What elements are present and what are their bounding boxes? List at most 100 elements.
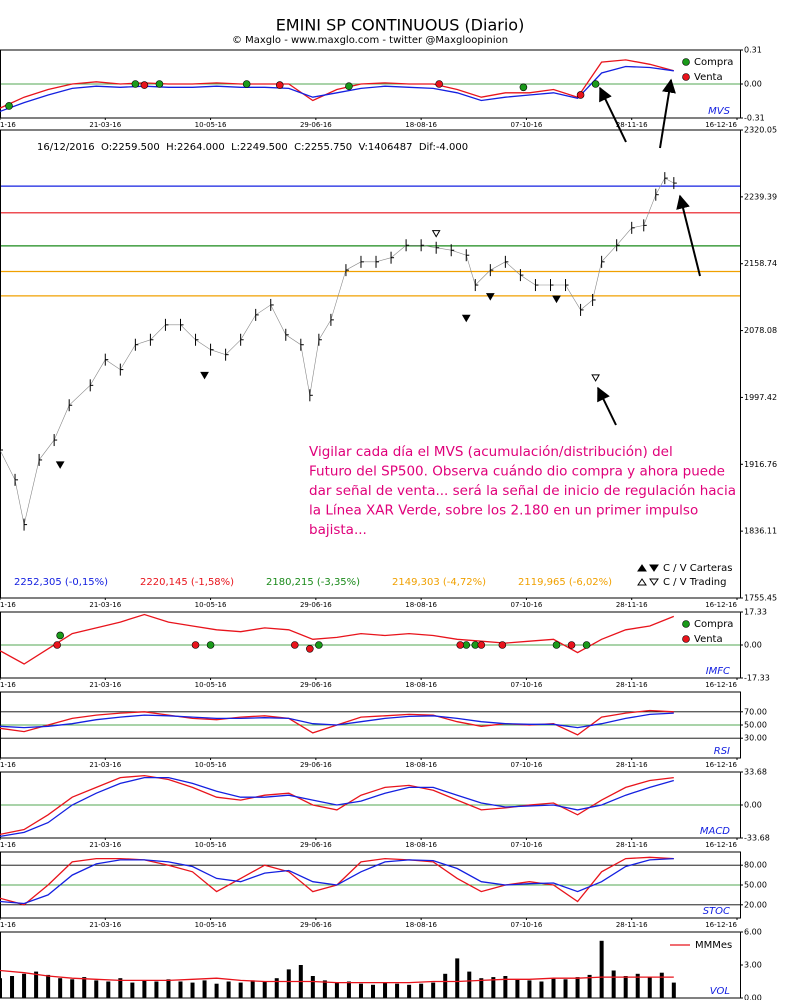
signal-marker — [5, 102, 13, 110]
annotation-line: bajista... — [309, 522, 367, 538]
volume-bar — [479, 978, 484, 998]
x-tick-label: 07-10-16 — [511, 761, 543, 769]
y-tick-label: 2078.08 — [744, 326, 777, 335]
volume-bar — [22, 973, 27, 998]
x-tick-label: 18-08-16 — [405, 841, 437, 849]
signal-marker — [131, 80, 140, 88]
price-bar — [601, 255, 605, 268]
x-tick-label: 21-03-16 — [89, 121, 121, 129]
price-bar — [360, 255, 364, 268]
x-tick-label: 28-11-16 — [616, 841, 648, 849]
x-tick-label: 28-11-16 — [616, 681, 648, 689]
legend-symbol — [682, 58, 690, 66]
volume-bar — [395, 983, 400, 998]
x-tick-label: 16-12-16 — [705, 921, 737, 929]
legend-symbol — [637, 578, 647, 586]
annotation-line: Vigilar cada día el MVS (acumulación/dis… — [309, 444, 673, 460]
price-bar — [104, 353, 109, 366]
price-bar — [489, 264, 494, 277]
volume-bar — [635, 973, 640, 998]
volume-bar — [118, 978, 123, 998]
volume-bar — [58, 978, 63, 998]
price-bar — [149, 333, 154, 346]
x-tick-label: 16-12-16 — [705, 841, 737, 849]
volume-bar — [563, 979, 568, 998]
volume-bar — [0, 978, 2, 998]
price-bar — [270, 298, 274, 311]
x-tick-label: 18-08-16 — [405, 921, 437, 929]
signal-marker — [431, 230, 441, 238]
volume-bar — [383, 982, 388, 998]
signal-marker — [306, 645, 314, 653]
x-tick-label: 10-05-16 — [195, 841, 227, 849]
signal-marker — [552, 641, 561, 649]
legend-symbol — [682, 635, 690, 643]
signal-marker — [155, 80, 164, 88]
y-tick-label: 6.00 — [744, 928, 762, 937]
volume-bar — [154, 981, 159, 998]
y-tick-label: 2320.05 — [744, 126, 777, 135]
price-bar — [519, 269, 524, 282]
signal-marker — [576, 91, 585, 99]
signal-marker — [56, 631, 64, 640]
series-line — [0, 59, 674, 109]
x-tick-label: 10-05-16 — [195, 121, 227, 129]
price-bar — [0, 443, 3, 456]
x-tick-label: 29-06-16 — [300, 841, 332, 849]
level-label: 2149,303 (-4,72%) — [392, 577, 486, 588]
signal-marker — [591, 374, 600, 382]
price-bar — [655, 188, 659, 201]
signal-marker — [552, 295, 561, 304]
arrow — [599, 86, 627, 143]
volume-bar — [419, 983, 424, 998]
level-label: 2220,145 (-1,58%) — [140, 577, 234, 588]
legend-symbol — [682, 73, 690, 81]
x-tick-label: 21-03-16 — [89, 841, 121, 849]
y-tick-label: 50.00 — [744, 881, 767, 890]
volume-bar — [467, 971, 472, 998]
arrow — [676, 194, 701, 277]
price-bar — [285, 328, 289, 341]
volume-bar — [551, 978, 556, 998]
annotation-line: la Línea XAR Verde, sobre los 2.180 en u… — [309, 503, 698, 519]
price-bar — [474, 279, 479, 292]
arrow — [659, 78, 676, 149]
volume-bar — [659, 972, 664, 998]
y-tick-label: 20.00 — [744, 900, 767, 909]
price-bar — [643, 219, 647, 232]
y-tick-label: 3.00 — [744, 961, 762, 970]
volume-bar — [106, 981, 111, 998]
signal-marker — [200, 371, 209, 380]
volume-bar — [322, 980, 327, 998]
x-tick-label: 21-03-16 — [89, 761, 121, 769]
signal-marker — [498, 641, 507, 649]
volume-bar — [190, 982, 195, 998]
price-bar — [134, 338, 139, 351]
signal-marker — [477, 641, 486, 649]
volume-bar — [250, 980, 255, 998]
annotation-line: Futuro del SP500. Observa cuándo dio com… — [309, 464, 725, 480]
price-bar — [255, 308, 259, 321]
panel-label: VOL — [710, 986, 730, 997]
price-bar — [390, 251, 395, 264]
volume-bar — [346, 981, 351, 998]
signal-marker — [315, 641, 323, 649]
x-tick-label: 29-06-16 — [300, 601, 332, 609]
volume-bar — [178, 981, 183, 998]
price-bar — [195, 333, 199, 346]
volume-bar — [286, 969, 291, 998]
y-tick-label: 50.00 — [744, 721, 767, 730]
signal-marker — [582, 641, 591, 649]
signal-marker — [55, 461, 65, 469]
price-bar — [504, 255, 509, 268]
x-tick-label: 1-16 — [0, 841, 16, 849]
panel-label: MACD — [700, 826, 730, 837]
price-bar — [14, 473, 19, 486]
volume-bar — [310, 976, 315, 998]
volume-bar — [34, 971, 39, 998]
volume-bar — [671, 982, 676, 998]
y-tick-label: 0.31 — [744, 46, 762, 55]
signal-marker — [519, 83, 528, 92]
x-tick-label: 10-05-16 — [195, 601, 227, 609]
panel-label: STOC — [703, 906, 730, 917]
